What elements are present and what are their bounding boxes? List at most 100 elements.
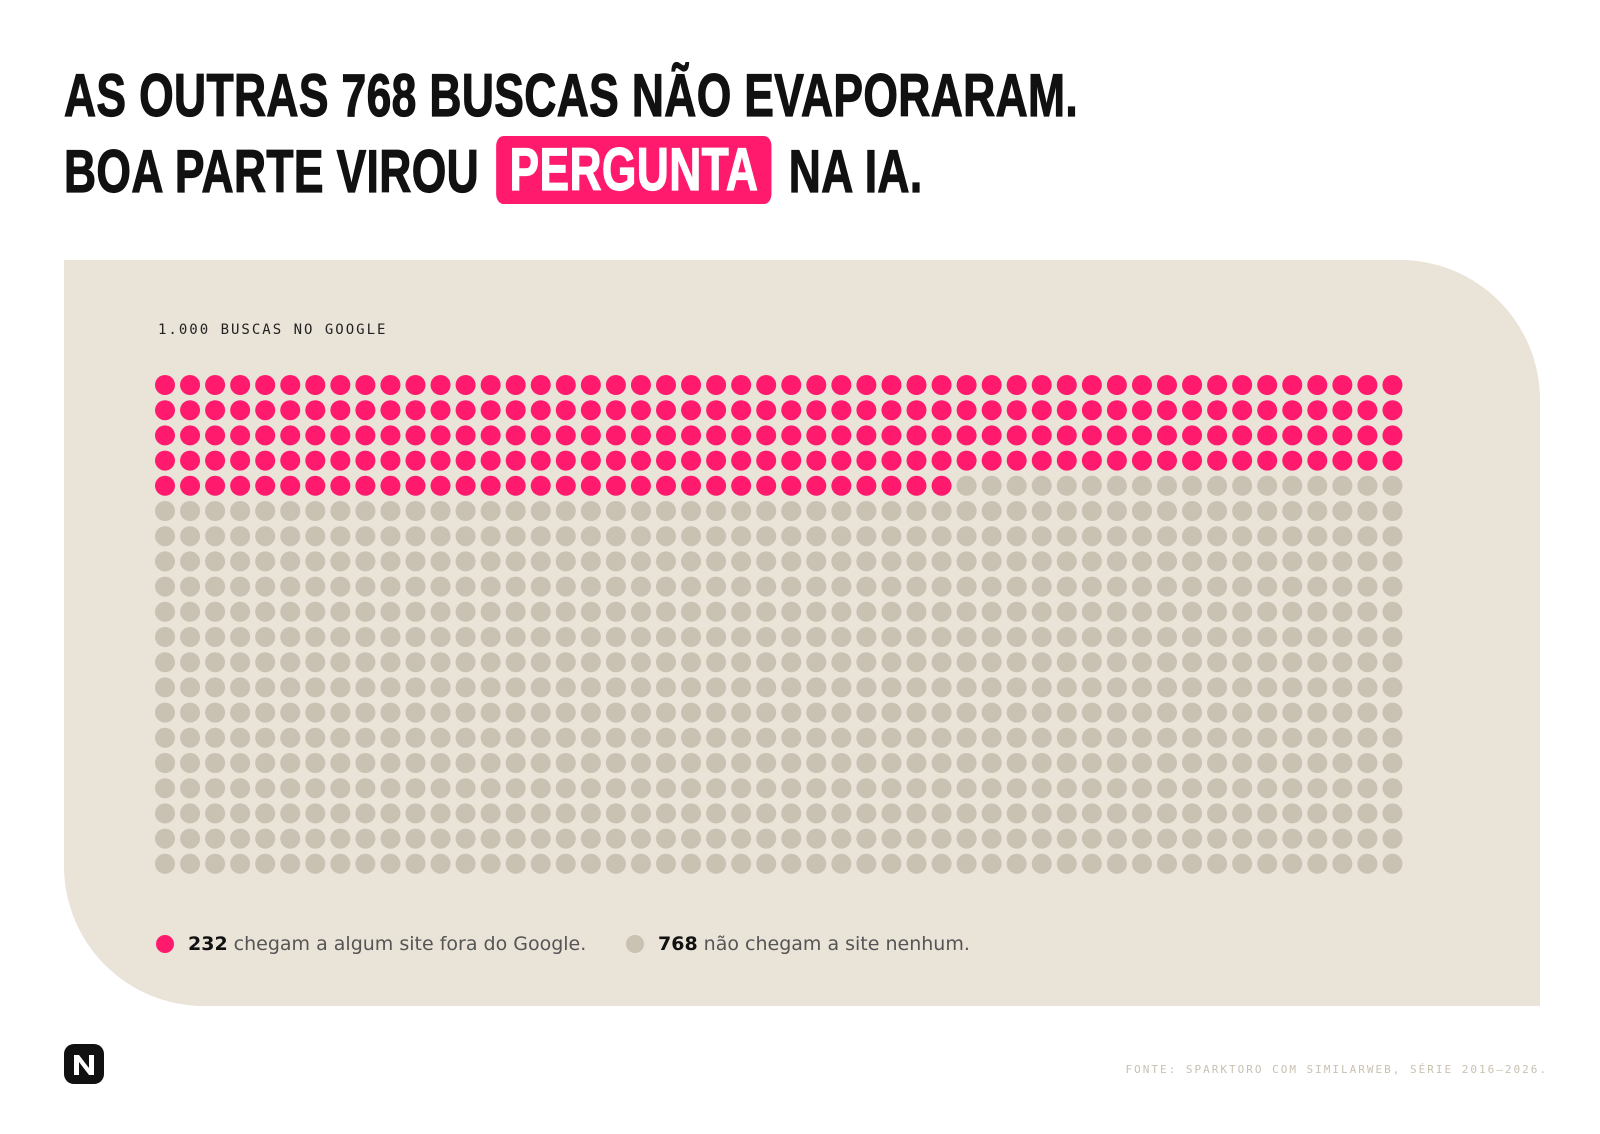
waffle-dot-no-site bbox=[180, 526, 201, 547]
waffle-dot-no-site bbox=[605, 702, 626, 723]
waffle-dot-reaches-site bbox=[455, 375, 476, 395]
waffle-dot-no-site bbox=[330, 677, 351, 698]
waffle-dot-no-site bbox=[155, 753, 175, 773]
waffle-dot-no-site bbox=[956, 727, 977, 748]
waffle-dot-reaches-site bbox=[230, 425, 251, 446]
waffle-dot-no-site bbox=[1207, 526, 1228, 547]
waffle-dot-no-site bbox=[1207, 677, 1228, 698]
waffle-dot-no-site bbox=[530, 753, 551, 773]
waffle-dot-reaches-site bbox=[806, 375, 827, 395]
waffle-dot-no-site bbox=[1106, 551, 1127, 572]
waffle-dot-reaches-site bbox=[1106, 425, 1127, 446]
waffle-dot-reaches-site bbox=[706, 375, 727, 395]
waffle-dot-no-site bbox=[430, 652, 451, 673]
waffle-dot-no-site bbox=[330, 652, 351, 673]
waffle-dot-no-site bbox=[205, 778, 226, 799]
waffle-dot-no-site bbox=[1257, 526, 1278, 547]
waffle-dot-no-site bbox=[580, 727, 601, 748]
waffle-dot-reaches-site bbox=[956, 425, 977, 446]
waffle-dot-no-site bbox=[1332, 853, 1353, 874]
waffle-dot-no-site bbox=[1081, 627, 1102, 647]
waffle-dot-reaches-site bbox=[555, 375, 576, 395]
waffle-dot-no-site bbox=[455, 753, 476, 773]
waffle-dot-no-site bbox=[656, 702, 676, 723]
waffle-dot-no-site bbox=[155, 551, 175, 572]
waffle-dot-no-site bbox=[931, 702, 952, 723]
pink-dot-icon bbox=[156, 935, 174, 953]
waffle-dot-no-site bbox=[656, 853, 676, 874]
waffle-dot-no-site bbox=[230, 627, 251, 647]
waffle-dot-reaches-site bbox=[1257, 450, 1278, 471]
waffle-dot-no-site bbox=[1207, 727, 1228, 748]
waffle-dot-no-site bbox=[505, 627, 526, 647]
waffle-dot-no-site bbox=[656, 652, 676, 673]
waffle-dot-no-site bbox=[1357, 475, 1378, 496]
waffle-dot-no-site bbox=[255, 727, 276, 748]
waffle-dot-no-site bbox=[455, 803, 476, 824]
waffle-dot-no-site bbox=[1081, 576, 1102, 597]
waffle-dot-no-site bbox=[405, 803, 426, 824]
waffle-dot-no-site bbox=[455, 551, 476, 572]
waffle-dot-no-site bbox=[205, 601, 226, 622]
waffle-dot-no-site bbox=[1106, 702, 1127, 723]
waffle-dot-no-site bbox=[205, 677, 226, 698]
waffle-dot-no-site bbox=[305, 727, 326, 748]
waffle-dot-no-site bbox=[1257, 677, 1278, 698]
waffle-dot-no-site bbox=[856, 601, 877, 622]
waffle-dot-no-site bbox=[706, 702, 727, 723]
waffle-dot-no-site bbox=[1106, 627, 1127, 647]
waffle-dot-no-site bbox=[706, 627, 727, 647]
waffle-dot-no-site bbox=[1006, 627, 1027, 647]
waffle-dot-no-site bbox=[255, 803, 276, 824]
waffle-dot-no-site bbox=[330, 576, 351, 597]
waffle-dot-no-site bbox=[1382, 778, 1403, 799]
waffle-dot-no-site bbox=[1081, 677, 1102, 698]
waffle-dot-no-site bbox=[455, 727, 476, 748]
waffle-dot-no-site bbox=[831, 828, 852, 849]
waffle-dot-no-site bbox=[580, 677, 601, 698]
waffle-dot-reaches-site bbox=[155, 475, 175, 496]
waffle-dot-no-site bbox=[681, 576, 702, 597]
waffle-dot-no-site bbox=[1307, 727, 1328, 748]
waffle-dot-no-site bbox=[230, 601, 251, 622]
waffle-dot-no-site bbox=[555, 677, 576, 698]
waffle-dot-reaches-site bbox=[731, 375, 752, 395]
waffle-dot-reaches-site bbox=[355, 400, 376, 421]
waffle-dot-no-site bbox=[1157, 601, 1177, 622]
waffle-dot-no-site bbox=[230, 702, 251, 723]
waffle-dot-no-site bbox=[1307, 551, 1328, 572]
waffle-dot-no-site bbox=[580, 652, 601, 673]
waffle-dot-no-site bbox=[881, 501, 902, 521]
waffle-dot-no-site bbox=[380, 501, 401, 521]
waffle-dot-no-site bbox=[430, 727, 451, 748]
waffle-dot-no-site bbox=[756, 727, 777, 748]
waffle-dot-no-site bbox=[931, 803, 952, 824]
waffle-dot-reaches-site bbox=[931, 400, 952, 421]
waffle-dot-reaches-site bbox=[856, 400, 877, 421]
waffle-dot-reaches-site bbox=[1257, 375, 1278, 395]
waffle-dot-no-site bbox=[806, 803, 827, 824]
waffle-dot-reaches-site bbox=[480, 400, 501, 421]
legend-item-no-site: 768 não chegam a site nenhum. bbox=[626, 933, 970, 955]
waffle-dot-no-site bbox=[580, 853, 601, 874]
waffle-dot-no-site bbox=[430, 677, 451, 698]
waffle-dot-reaches-site bbox=[1357, 450, 1378, 471]
waffle-dot-reaches-site bbox=[681, 425, 702, 446]
waffle-dot-no-site bbox=[505, 853, 526, 874]
waffle-dot-reaches-site bbox=[430, 375, 451, 395]
waffle-dot-no-site bbox=[1282, 576, 1303, 597]
waffle-dot-reaches-site bbox=[806, 475, 827, 496]
waffle-dot-reaches-site bbox=[1131, 425, 1152, 446]
waffle-dot-no-site bbox=[956, 627, 977, 647]
waffle-dot-no-site bbox=[781, 601, 802, 622]
waffle-dot-no-site bbox=[1307, 652, 1328, 673]
waffle-dot-no-site bbox=[656, 501, 676, 521]
waffle-dot-reaches-site bbox=[731, 425, 752, 446]
waffle-dot-no-site bbox=[605, 501, 626, 521]
waffle-dot-no-site bbox=[781, 778, 802, 799]
waffle-dot-no-site bbox=[355, 778, 376, 799]
waffle-dot-no-site bbox=[180, 551, 201, 572]
waffle-dot-no-site bbox=[1332, 652, 1353, 673]
waffle-dot-reaches-site bbox=[505, 475, 526, 496]
waffle-dot-no-site bbox=[280, 526, 301, 547]
